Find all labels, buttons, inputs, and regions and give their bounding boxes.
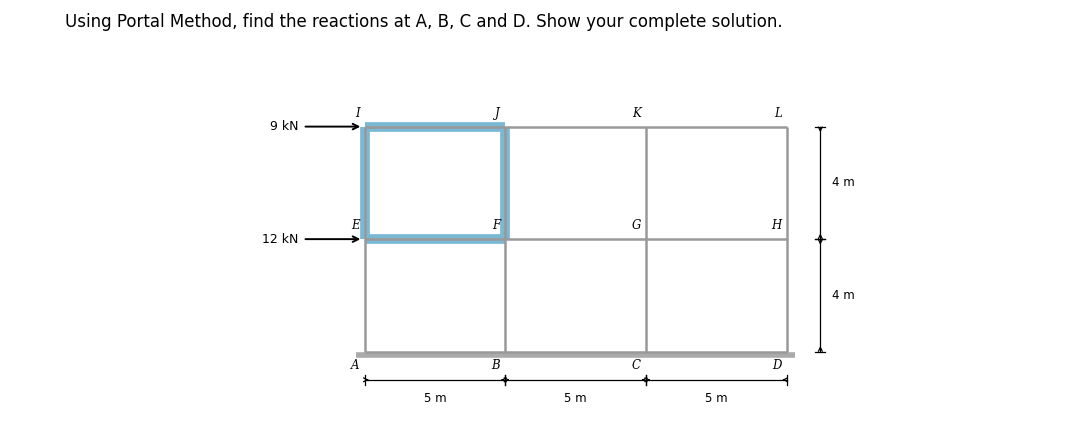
Text: B: B — [492, 359, 501, 372]
Text: 5 m: 5 m — [565, 392, 586, 406]
Text: I: I — [355, 107, 359, 119]
Text: J: J — [495, 107, 501, 119]
Text: 5 m: 5 m — [424, 392, 446, 406]
Text: C: C — [632, 359, 641, 372]
Text: F: F — [492, 219, 501, 232]
Text: K: K — [632, 107, 641, 119]
Text: E: E — [351, 219, 359, 232]
Text: 12 kN: 12 kN — [262, 233, 299, 246]
Text: L: L — [773, 107, 782, 119]
Text: A: A — [351, 359, 359, 372]
Text: 4 m: 4 m — [832, 176, 855, 189]
Text: Using Portal Method, find the reactions at A, B, C and D. Show your complete sol: Using Portal Method, find the reactions … — [65, 13, 783, 31]
Text: G: G — [631, 219, 641, 232]
Text: 4 m: 4 m — [832, 289, 855, 302]
Text: D: D — [772, 359, 782, 372]
Text: H: H — [771, 219, 782, 232]
Text: 9 kN: 9 kN — [270, 120, 299, 133]
Text: 5 m: 5 m — [705, 392, 728, 406]
